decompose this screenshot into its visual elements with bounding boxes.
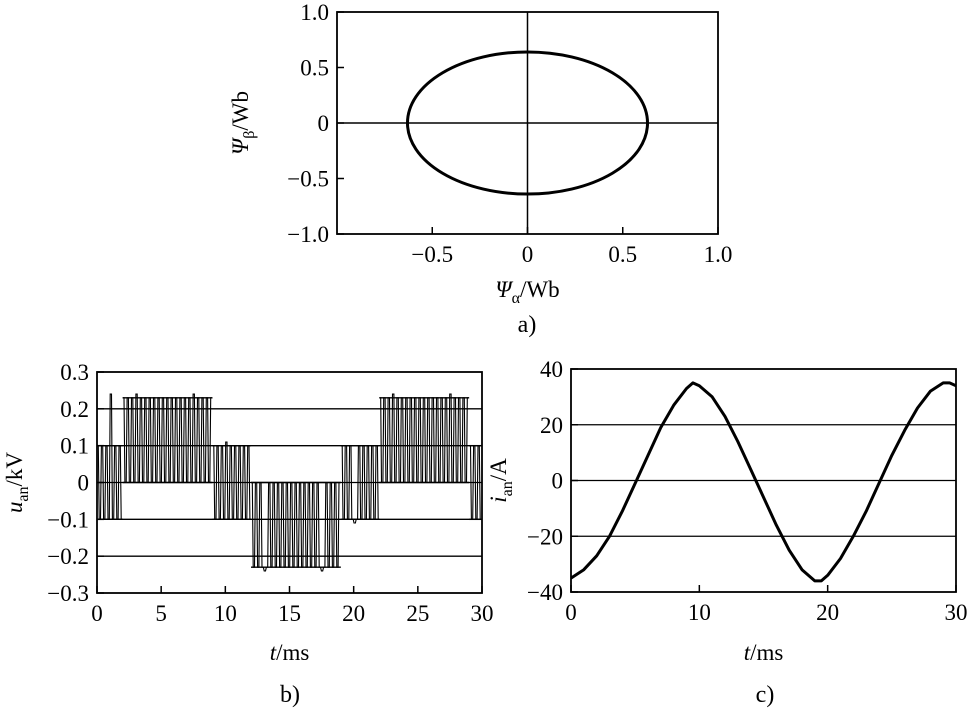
x-tick-label-0: −0.5 [411, 242, 453, 267]
x-axis-label-subscript: α [512, 290, 521, 307]
x-axis-label: t/ms [744, 640, 784, 665]
y-tick-label-6: 0.3 [60, 360, 89, 385]
x-tick-label-3: 1.0 [704, 242, 733, 267]
x-axis-label-symbol: t [744, 640, 751, 665]
y-axis-label: uan/kV [2, 452, 32, 513]
y-axis-label-symbol: u [2, 502, 27, 514]
panel-caption: b) [280, 682, 300, 708]
pwm-trace-0 [97, 393, 123, 520]
y-axis-label: Ψβ/Wb [228, 91, 258, 155]
flux-trajectory-ellipse [405, 50, 650, 196]
x-tick-label-4: 20 [342, 601, 365, 626]
pwm-segment-1 [122, 393, 213, 484]
y-tick-label-5: 0.2 [60, 397, 89, 422]
x-axis-label-symbol: Ψ [495, 277, 513, 302]
panel-caption: c) [756, 682, 775, 708]
y-axis-label-symbol: Ψ [228, 137, 253, 155]
x-tick-label-2: 20 [816, 600, 839, 625]
x-tick-label-1: 10 [688, 600, 711, 625]
pwm-trace-2 [212, 441, 252, 520]
x-tick-label-0: 0 [565, 600, 577, 625]
y-tick-label-3: 0.5 [300, 56, 329, 81]
y-tick-label-0: −0.3 [47, 581, 89, 606]
x-tick-label-0: 0 [91, 601, 103, 626]
chart-b: 0 5 10 15 20 25 30 −0.3 −0.2 −0.1 0 0.1 0.2 0.3 t/ms ua… [2, 360, 494, 708]
y-tick-label-4: 0.1 [60, 434, 89, 459]
y-tick-label-1: −20 [527, 524, 563, 549]
x-tick-label-6: 30 [471, 601, 494, 626]
y-tick-label-2: 0 [318, 111, 330, 136]
panel-caption: a) [518, 312, 537, 338]
pwm-trace-1 [122, 393, 212, 484]
y-tick-label-3: 0 [78, 471, 90, 496]
x-tick-label-5: 25 [406, 601, 429, 626]
y-tick-label-4: 40 [540, 357, 563, 382]
y-tick-label-0: −40 [527, 580, 563, 605]
x-tick-label-2: 10 [214, 601, 237, 626]
x-axis-label: Ψα/Wb [495, 277, 559, 307]
y-axis-label-unit: /Wb [228, 91, 253, 131]
pwm-segment-4 [340, 444, 380, 524]
pwm-trace-4 [340, 445, 380, 524]
x-axis-label-unit: /ms [276, 640, 309, 665]
pwm-segment-0 [97, 393, 123, 521]
pwm-segment-3 [251, 481, 341, 572]
x-tick-label-2: 0.5 [608, 242, 637, 267]
y-tick-label-1: −0.2 [47, 544, 89, 569]
x-axis-label: t/ms [270, 640, 310, 665]
x-axis-label-unit: /Wb [520, 277, 560, 302]
chart-c: 0 10 20 30 −40 −20 0 20 40 t/ms ian/A c) [486, 357, 968, 708]
y-axis-label-unit: /A [486, 458, 511, 481]
pwm-trace-3 [251, 481, 341, 572]
pwm-segment-6 [469, 444, 482, 521]
x-tick-label-1: 0 [522, 242, 534, 267]
pwm-trace-6 [469, 445, 482, 520]
y-axis-label-unit: /kV [2, 452, 27, 487]
pwm-trace-5 [379, 393, 469, 484]
x-axis-label-unit: /ms [750, 640, 783, 665]
pwm-segment-2 [212, 441, 252, 521]
y-axis-label-symbol: i [486, 496, 511, 502]
x-tick-label-3: 15 [278, 601, 301, 626]
x-tick-label-1: 5 [155, 601, 167, 626]
y-tick-label-1: −0.5 [287, 167, 329, 192]
y-tick-label-2: −0.1 [47, 507, 89, 532]
y-tick-label-3: 20 [540, 413, 563, 438]
x-tick-label-3: 30 [945, 600, 968, 625]
y-axis-label: ian/A [486, 458, 516, 503]
y-axis-label-subscript: an [15, 486, 32, 501]
y-tick-label-2: 0 [552, 469, 564, 494]
current-waveform [570, 381, 957, 583]
pwm-segment-5 [379, 393, 470, 484]
y-tick-label-0: −1.0 [287, 222, 329, 247]
y-tick-label-4: 1.0 [300, 0, 329, 25]
y-axis-label-subscript: β [241, 131, 258, 139]
y-axis-label-subscript: an [499, 481, 516, 496]
x-axis-label-symbol: t [270, 640, 277, 665]
